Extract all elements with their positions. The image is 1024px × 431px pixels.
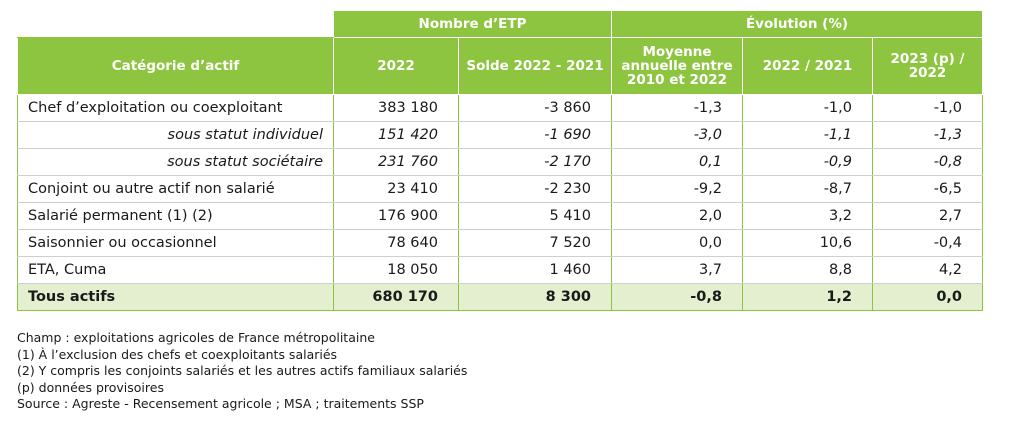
cell-solde: 5 410 [458, 202, 612, 230]
header-group-evolution: Évolution (%) [611, 10, 983, 38]
cell-etp: 231 760 [333, 148, 459, 176]
cell-evol-2023: -0,4 [872, 229, 983, 257]
total-evol-2022: 1,2 [742, 283, 873, 311]
total-moyenne: -0,8 [611, 283, 743, 311]
row-label: Salarié permanent (1) (2) [17, 202, 334, 230]
table-row: Saisonnier ou occasionnel 78 640 7 520 0… [17, 229, 983, 257]
column-header-evol-2023: 2023 (p) / 2022 [872, 37, 983, 95]
row-label: sous statut sociétaire [17, 148, 334, 176]
total-evol-2023: 0,0 [872, 283, 983, 311]
cell-moyenne: -1,3 [611, 94, 743, 122]
cell-etp: 78 640 [333, 229, 459, 257]
header-group-row: Nombre d’ETP Évolution (%) [17, 10, 983, 38]
cell-evol-2023: -0,8 [872, 148, 983, 176]
cell-evol-2023: 4,2 [872, 256, 983, 284]
table-footnotes: Champ : exploitations agricoles de Franc… [17, 330, 467, 413]
row-label: Conjoint ou autre actif non salarié [17, 175, 334, 203]
cell-evol-2022: 3,2 [742, 202, 873, 230]
cell-solde: -1 690 [458, 121, 612, 149]
footnote-scope: Champ : exploitations agricoles de Franc… [17, 330, 375, 345]
table-row: Salarié permanent (1) (2) 176 900 5 410 … [17, 202, 983, 230]
total-row: Tous actifs 680 170 8 300 -0,8 1,2 0,0 [17, 283, 983, 311]
total-etp: 680 170 [333, 283, 459, 311]
column-header-2022: 2022 [333, 37, 459, 95]
cell-solde: -2 230 [458, 175, 612, 203]
header-column-row: Catégorie d’actif 2022 Solde 2022 - 2021… [17, 37, 983, 95]
cell-etp: 176 900 [333, 202, 459, 230]
column-header-solde: Solde 2022 - 2021 [458, 37, 612, 95]
header-blank-cell [17, 10, 334, 38]
cell-evol-2022: -8,7 [742, 175, 873, 203]
cell-evol-2022: 10,6 [742, 229, 873, 257]
cell-evol-2023: -1,3 [872, 121, 983, 149]
cell-solde: 7 520 [458, 229, 612, 257]
footnote-2: (2) Y compris les conjoints salariés et … [17, 363, 468, 378]
cell-etp: 18 050 [333, 256, 459, 284]
table-row: Chef d’exploitation ou coexploitant 383 … [17, 94, 983, 122]
total-solde: 8 300 [458, 283, 612, 311]
table-row: ETA, Cuma 18 050 1 460 3,7 8,8 4,2 [17, 256, 983, 284]
cell-moyenne: -3,0 [611, 121, 743, 149]
column-header-categorie: Catégorie d’actif [17, 37, 334, 95]
row-label: sous statut individuel [17, 121, 334, 149]
cell-etp: 383 180 [333, 94, 459, 122]
cell-solde: -3 860 [458, 94, 612, 122]
cell-moyenne: 0,1 [611, 148, 743, 176]
row-label: ETA, Cuma [17, 256, 334, 284]
footnote-1: (1) À l’exclusion des chefs et coexploit… [17, 346, 338, 362]
total-label: Tous actifs [17, 283, 334, 311]
footnote-source: Source : Agreste - Recensement agricole … [17, 396, 424, 411]
cell-moyenne: 2,0 [611, 202, 743, 230]
row-label: Chef d’exploitation ou coexploitant [17, 94, 334, 122]
row-label: Saisonnier ou occasionnel [17, 229, 334, 257]
table-row: sous statut sociétaire 231 760 -2 170 0,… [17, 148, 983, 176]
footnote-provisional: (p) données provisoires [17, 379, 164, 395]
cell-evol-2023: 2,7 [872, 202, 983, 230]
cell-moyenne: 3,7 [611, 256, 743, 284]
column-header-moyenne: Moyenne annuelle entre 2010 et 2022 [611, 37, 743, 95]
cell-evol-2023: -6,5 [872, 175, 983, 203]
header-group-etp: Nombre d’ETP [333, 10, 612, 38]
cell-solde: 1 460 [458, 256, 612, 284]
cell-etp: 23 410 [333, 175, 459, 203]
table-row: sous statut individuel 151 420 -1 690 -3… [17, 121, 983, 149]
cell-etp: 151 420 [333, 121, 459, 149]
cell-evol-2022: -1,1 [742, 121, 873, 149]
column-header-evol-2022: 2022 / 2021 [742, 37, 873, 95]
cell-evol-2023: -1,0 [872, 94, 983, 122]
table-row: Conjoint ou autre actif non salarié 23 4… [17, 175, 983, 203]
cell-evol-2022: -1,0 [742, 94, 873, 122]
cell-evol-2022: 8,8 [742, 256, 873, 284]
cell-moyenne: 0,0 [611, 229, 743, 257]
cell-solde: -2 170 [458, 148, 612, 176]
etp-table: Nombre d’ETP Évolution (%) Catégorie d’a… [17, 10, 983, 311]
cell-moyenne: -9,2 [611, 175, 743, 203]
cell-evol-2022: -0,9 [742, 148, 873, 176]
